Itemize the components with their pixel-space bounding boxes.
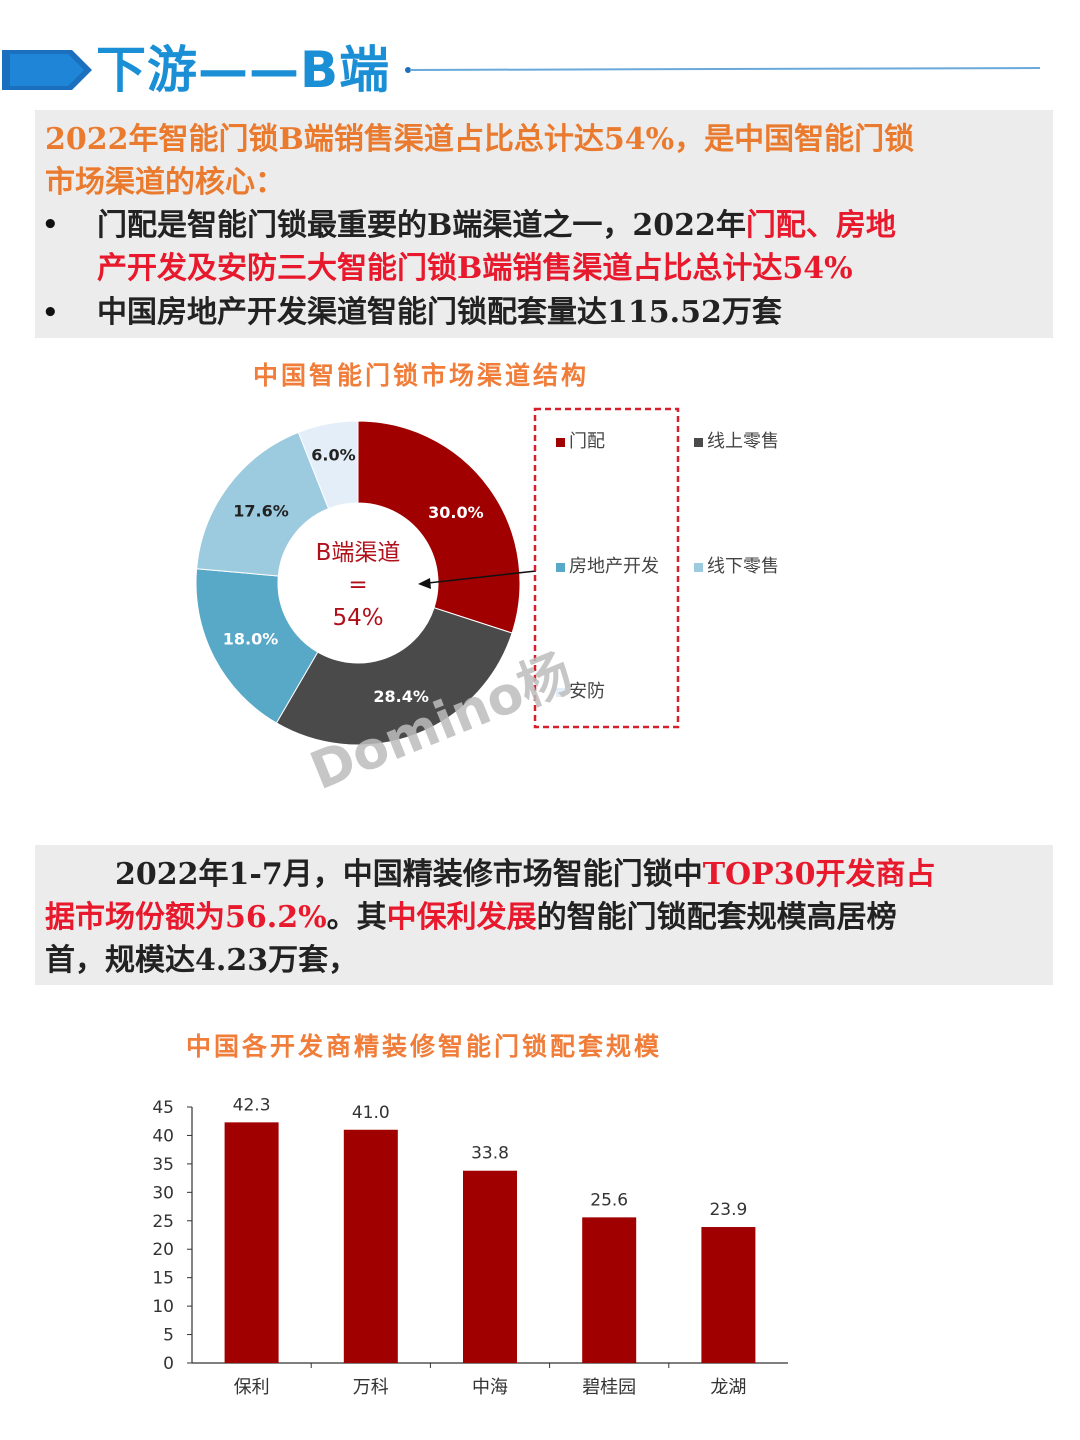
donut-label-0: 30.0% <box>428 503 484 522</box>
bar-chart: 0 5 10 15 20 25 30 35 40 45 42.3 保利 41.0 万科 33.8 中海 25.6… <box>152 1095 788 1398</box>
header-arrow-icon <box>2 50 92 90</box>
legend-highlight-box <box>533 407 680 729</box>
bar-3 <box>582 1217 637 1363</box>
donut-center-line2: = <box>348 572 367 598</box>
legend-label-1: 线上零售 <box>707 431 779 452</box>
donut-slice-3 <box>196 431 330 577</box>
x-tick-label-0: 保利 <box>234 1377 270 1398</box>
legend-swatch-2 <box>556 563 565 572</box>
x-tick-label-1: 万科 <box>353 1377 389 1398</box>
donut-slice-1 <box>275 607 513 746</box>
donut-center-line3: 54% <box>332 605 383 631</box>
bar-0 <box>224 1122 279 1363</box>
bar-4 <box>701 1227 756 1363</box>
header-rule <box>405 67 1041 73</box>
bar-chart-title: 中国各开发商精装修智能门锁配套规模 <box>186 1032 663 1061</box>
y-tick-label-1: 5 <box>163 1326 174 1346</box>
legend-swatch-4 <box>556 688 565 697</box>
bar-value-label-0: 42.3 <box>233 1095 271 1115</box>
y-tick-label-8: 40 <box>152 1126 174 1146</box>
x-tick-label-4: 龙湖 <box>710 1377 746 1398</box>
bar-value-label-4: 23.9 <box>709 1200 747 1220</box>
y-tick-label-2: 10 <box>152 1297 174 1317</box>
bar-value-label-1: 41.0 <box>352 1103 390 1123</box>
donut-label-4: 6.0% <box>311 445 355 464</box>
bullet-dot: • <box>42 298 59 328</box>
section-header: 下游——B端 <box>0 38 1080 102</box>
y-tick-label-7: 35 <box>152 1155 174 1175</box>
legend-label-3: 线下零售 <box>707 556 779 577</box>
summary-heading-line1: 2022年智能门锁B端销售渠道占比总计达54%，是中国智能门锁 <box>45 122 915 157</box>
summary-panel <box>35 110 1053 338</box>
bullet1-line2: 产开发及安防三大智能门锁B端销售渠道占比总计达54% <box>97 251 853 286</box>
developer-line1: 2022年1-7月，中国精装修市场智能门锁中TOP30开发商占 <box>115 857 936 892</box>
section-title: 下游——B端 <box>96 41 391 99</box>
x-tick-label-3: 碧桂园 <box>582 1377 636 1398</box>
bar-2 <box>463 1170 517 1363</box>
y-tick-label-0: 0 <box>163 1354 174 1374</box>
arrow-head-icon <box>418 578 431 589</box>
y-tick-label-5: 25 <box>152 1212 174 1232</box>
legend-label-0: 门配 <box>569 431 605 452</box>
legend-swatch-0 <box>556 438 565 447</box>
bar-value-label-3: 25.6 <box>590 1190 628 1210</box>
y-tick-label-4: 20 <box>152 1240 174 1260</box>
donut-center-line1: B端渠道 <box>316 540 401 566</box>
summary-heading-line2: 市场渠道的核心： <box>45 165 285 200</box>
legend-swatch-3 <box>694 563 703 572</box>
donut-pointer-arrow <box>427 570 537 584</box>
donut-slice-2 <box>195 568 319 724</box>
developer-line3: 首，规模达4.23万套， <box>45 943 359 978</box>
bar-1 <box>343 1129 398 1363</box>
y-tick-label-9: 45 <box>152 1098 174 1118</box>
bar-value-label-2: 33.8 <box>471 1144 509 1164</box>
donut-label-1: 28.4% <box>373 687 429 706</box>
developer-line2: 据市场份额为56.2%。其中保利发展的智能门锁配套规模高居榜 <box>45 900 897 935</box>
donut-label-2: 18.0% <box>223 630 279 649</box>
bullet2-text: 中国房地产开发渠道智能门锁配套量达115.52万套 <box>97 295 782 330</box>
bullet-dot: • <box>42 210 59 240</box>
legend-label-4: 安防 <box>569 681 605 702</box>
y-tick-label-6: 30 <box>152 1183 174 1203</box>
x-tick-label-2: 中海 <box>472 1377 508 1398</box>
y-tick-label-3: 15 <box>152 1269 174 1289</box>
donut-slice-0 <box>357 420 521 634</box>
legend-swatch-1 <box>694 438 703 447</box>
bullet1-line1: 门配是智能门锁最重要的B端渠道之一，2022年门配、房地 <box>97 208 896 243</box>
donut-chart-title: 中国智能门锁市场渠道结构 <box>253 361 590 390</box>
legend-label-2: 房地产开发 <box>569 556 659 577</box>
donut-chart: 30.0% 28.4% 18.0% 17.6% 6.0% B端渠道 = 54% 门配 线上… <box>195 407 779 802</box>
donut-label-3: 17.6% <box>233 502 289 521</box>
donut-slice-4 <box>297 420 359 510</box>
developer-panel <box>35 845 1053 985</box>
